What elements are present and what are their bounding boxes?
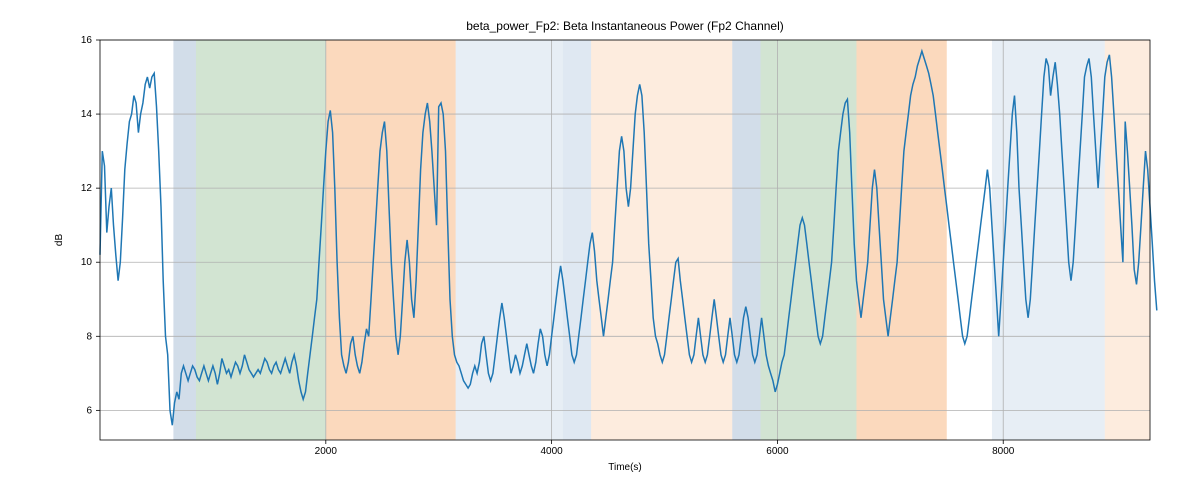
y-tick-label: 8: [86, 331, 92, 342]
y-tick-label: 14: [81, 109, 93, 120]
highlight-span: [992, 40, 1105, 440]
highlight-span: [591, 40, 732, 440]
y-axis-label: dB: [54, 234, 65, 247]
y-tick-label: 12: [81, 183, 93, 194]
y-tick-label: 6: [86, 405, 92, 416]
x-tick-label: 2000: [315, 446, 338, 457]
x-axis-label: Time(s): [608, 462, 642, 473]
x-tick-label: 4000: [540, 446, 563, 457]
y-tick-label: 10: [81, 257, 93, 268]
highlight-span: [1105, 40, 1150, 440]
highlight-span: [563, 40, 591, 440]
y-axis: 6 8 10 12 14 16: [81, 35, 100, 416]
chart-title: beta_power_Fp2: Beta Instantaneous Power…: [466, 19, 784, 33]
x-axis: 2000 4000 6000 8000: [315, 440, 1015, 457]
y-tick-label: 16: [81, 35, 93, 46]
highlight-span: [760, 40, 856, 440]
beta-power-chart: 2000 4000 6000 8000 6 8 10 12 14 16 Time(s) dB beta_…: [0, 0, 1200, 500]
x-tick-label: 6000: [766, 446, 789, 457]
highlight-span: [732, 40, 760, 440]
chart-container: 2000 4000 6000 8000 6 8 10 12 14 16 Time(s) dB beta_…: [0, 0, 1200, 500]
x-tick-label: 8000: [992, 446, 1015, 457]
highlight-span: [173, 40, 196, 440]
